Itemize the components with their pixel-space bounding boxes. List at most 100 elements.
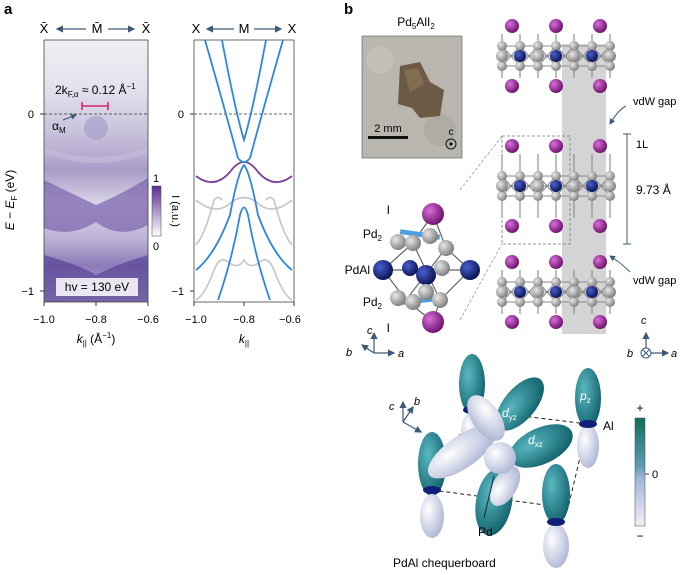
iodine-atom	[549, 19, 563, 33]
pd-atom	[533, 191, 543, 201]
panel-b-letter: b	[344, 1, 353, 18]
al-label: Al	[603, 419, 614, 433]
al-atom	[423, 486, 441, 494]
cluster-model	[373, 203, 480, 333]
cluster-label-pd2-top: Pd2	[363, 227, 383, 243]
pd-atom	[497, 297, 507, 307]
arpes-ytick-0: 0	[28, 109, 34, 121]
pd-atom	[533, 171, 543, 181]
al-atom	[547, 518, 565, 526]
iodine-atom	[505, 19, 519, 33]
pd-atom	[533, 277, 543, 287]
band-lines	[195, 39, 293, 301]
al-atom	[586, 286, 598, 298]
pd-atom	[551, 191, 561, 201]
alpha-band-upper	[204, 39, 284, 163]
arpes-xtick-0: −1.0	[33, 314, 55, 326]
colorbar-minus: −	[636, 529, 643, 543]
cluster-label-i-top: I	[387, 203, 390, 217]
structure-axis-b: b	[627, 348, 633, 360]
grey-band-side	[195, 196, 293, 246]
iodine-atom	[505, 315, 519, 329]
pd-atom	[569, 277, 579, 287]
arpes-header-right: X̄	[142, 21, 151, 36]
iodine-atom	[549, 79, 563, 93]
iodine-atom	[593, 315, 607, 329]
layer-label: 1L	[636, 139, 648, 151]
dyz-lobe	[496, 377, 544, 431]
dxz-lobe	[509, 424, 573, 468]
cluster-axes: c b a	[346, 325, 404, 360]
colorbar-plus: +	[636, 401, 643, 415]
iodine-atom	[549, 139, 563, 153]
pd-atom	[587, 41, 597, 51]
pd-atom	[551, 297, 561, 307]
vdw-gap-top: vdW gap	[633, 96, 676, 108]
band-header-mid: M	[239, 21, 250, 36]
vdw-gap-bottom: vdW gap	[633, 275, 676, 287]
pd-atom	[568, 286, 580, 298]
arpes-header-left: X̄	[40, 21, 49, 36]
pd-atom	[587, 61, 597, 71]
pd-atom	[515, 297, 525, 307]
pd-atom	[569, 61, 579, 71]
iodine-atom	[505, 255, 519, 269]
pd-atom	[390, 234, 406, 250]
arpes-xlabel: k|| (Å−1)	[77, 331, 116, 348]
pd-atom	[605, 191, 615, 201]
pd-atom	[587, 191, 597, 201]
crystal-photo: 2 mm c	[361, 35, 463, 159]
chequerboard-caption: PdAl chequerboard	[393, 556, 496, 570]
iodine-atom	[549, 219, 563, 233]
alpha-band-lower	[195, 163, 293, 271]
pd-atom	[515, 171, 525, 181]
crystal-label: Pd5AlI2	[397, 15, 435, 31]
iodine-atom	[549, 255, 563, 269]
pd-atom	[497, 41, 507, 51]
arpes-xtick-2: −0.6	[137, 314, 159, 326]
arpes-ylabel: E − EF (eV)	[3, 170, 19, 231]
pd-atom	[604, 50, 616, 62]
scale-bar-label: 2 mm	[374, 123, 402, 135]
pd-atom	[551, 41, 561, 51]
iodine-atom	[593, 79, 607, 93]
band-ytick-1: −1	[171, 286, 184, 298]
pd-atom	[532, 50, 544, 62]
pd-atom	[587, 297, 597, 307]
pd-atom	[604, 286, 616, 298]
arpes-xtick-1: −0.8	[85, 314, 107, 326]
iodine-atom	[593, 139, 607, 153]
iodine-atom	[593, 255, 607, 269]
band-xtick-1: −0.8	[233, 314, 255, 326]
pd-atom	[533, 61, 543, 71]
cluster-label-pd2-bot: Pd2	[363, 295, 383, 311]
al-atom	[550, 50, 562, 62]
band-header: X M X	[192, 21, 297, 36]
alpha-band-bottom	[217, 206, 271, 301]
pd-atom	[515, 61, 525, 71]
orbital-colorbar	[634, 417, 646, 527]
pd-atom	[605, 277, 615, 287]
arpes-image	[42, 40, 150, 302]
band-xlabel: k||	[239, 332, 249, 348]
band-header-right: X	[288, 21, 297, 36]
al-atom	[514, 50, 526, 62]
pd-atom	[605, 297, 615, 307]
pd-atom	[515, 41, 525, 51]
al-atom	[550, 286, 562, 298]
pd-atom	[568, 180, 580, 192]
pd-atom	[605, 41, 615, 51]
pd-atom	[551, 277, 561, 287]
alpha-arrow-icon	[62, 113, 77, 121]
arpes-ytick-1: −1	[21, 286, 34, 298]
pd-label: Pd	[478, 525, 493, 539]
c-axis-label: c	[449, 127, 454, 138]
c-axis-out-icon	[445, 138, 457, 150]
vdw-gap-bottom-arrow-icon	[609, 255, 631, 273]
al-atom	[514, 180, 526, 192]
structure-axis-a: a	[671, 348, 677, 360]
al-atom	[373, 260, 393, 280]
scale-bar	[368, 136, 408, 139]
band-xtick-0: −1.0	[185, 314, 207, 326]
layered-structure	[496, 19, 616, 334]
